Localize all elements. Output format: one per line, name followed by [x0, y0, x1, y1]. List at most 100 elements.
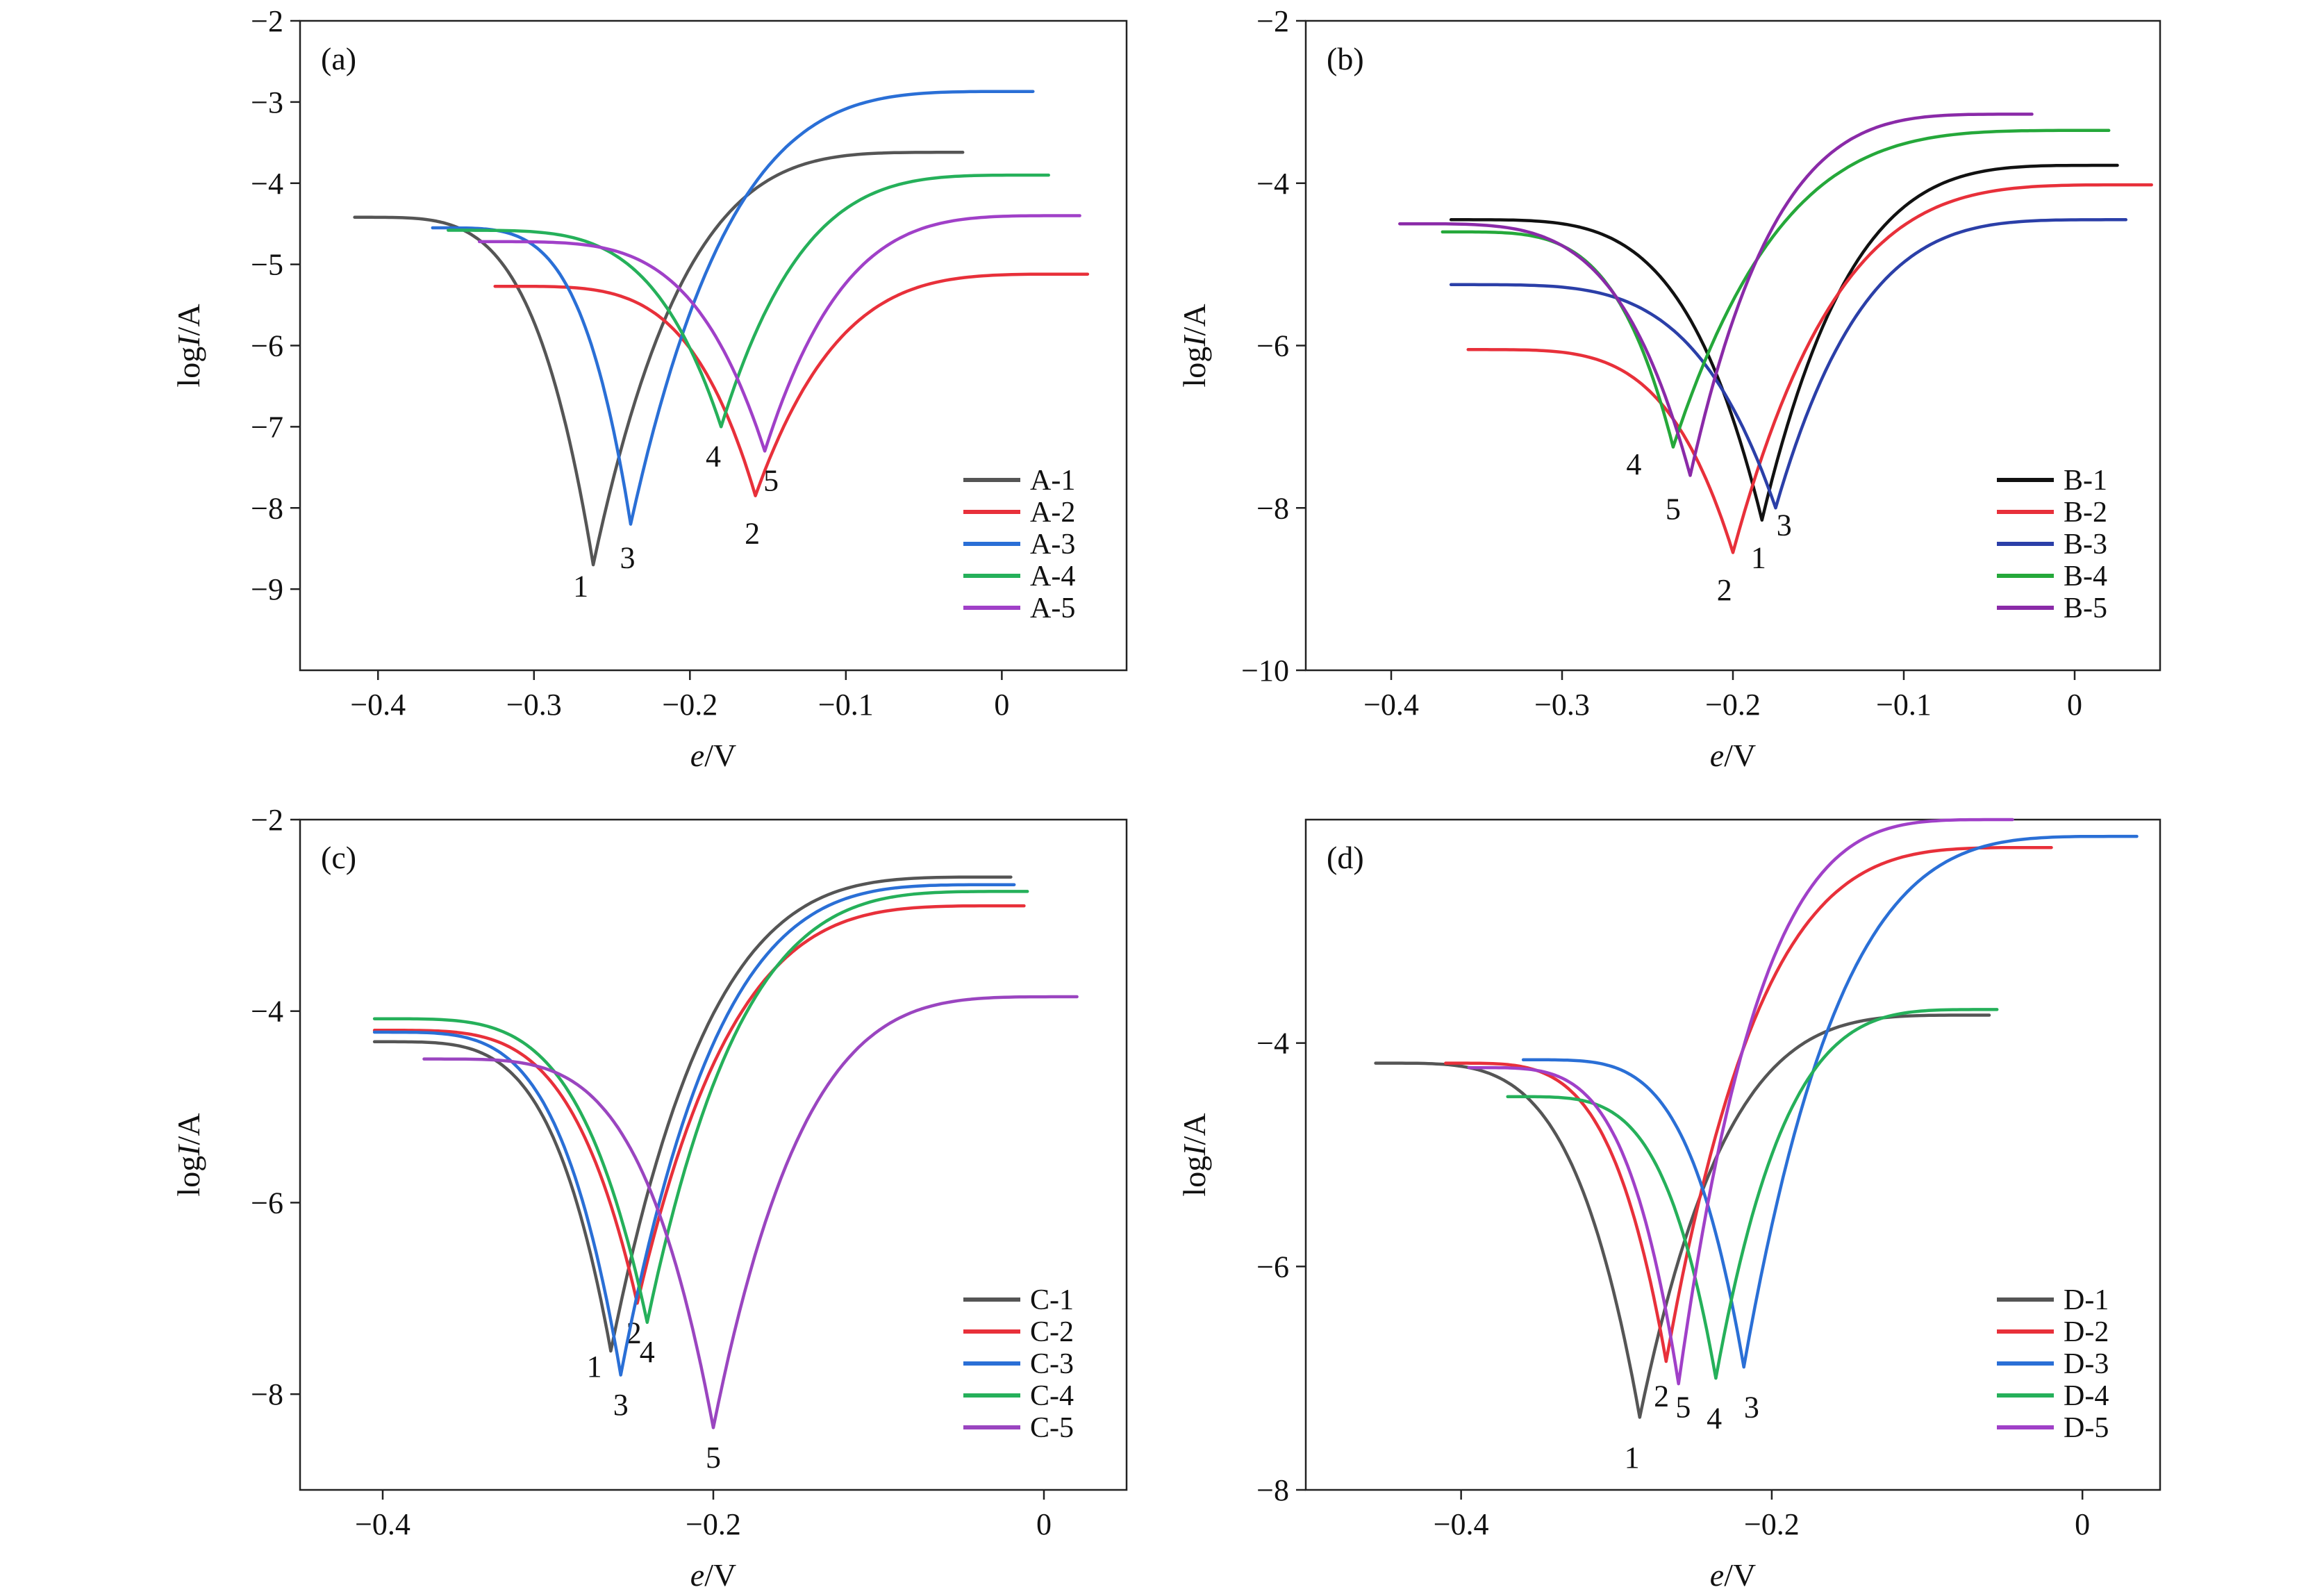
y-tick-label: −6 [1256, 329, 1289, 363]
curve-number-label: 4 [640, 1335, 655, 1369]
x-tick-label: −0.4 [350, 688, 406, 722]
y-axis-unit: /A [171, 1113, 206, 1145]
x-tick-label: −0.1 [1876, 688, 1932, 722]
series-line-B-1 [1449, 163, 2119, 522]
y-tick-label: −6 [251, 1186, 283, 1220]
curve-number-label: 2 [1654, 1379, 1669, 1413]
x-axis-unit: /V [704, 1557, 736, 1592]
plot-frame [299, 19, 1128, 672]
x-tick-label: 0 [994, 688, 1009, 722]
x-axis-unit: /V [1724, 1557, 1756, 1592]
y-axis-title: logI/A [1177, 1113, 1212, 1196]
series-line-C-2 [372, 904, 1026, 1305]
curve-number-label: 3 [1777, 508, 1792, 542]
chart-panel-c: −0.4 −0.2 0−8−6−4−2e/VlogI/A(c)12345C-1C-2… [171, 803, 1128, 1592]
series-line-C-1 [372, 875, 1013, 1353]
y-tick-label: −10 [1241, 654, 1289, 688]
panel-label: (a) [321, 41, 356, 76]
y-tick-label: −9 [251, 572, 283, 606]
y-axis-var: I [1177, 334, 1212, 347]
series-line-C-5 [422, 995, 1079, 1429]
y-axis-prefix: log [171, 1156, 206, 1197]
legend-entry: D-4 [2064, 1380, 2109, 1412]
series-line-D-2 [1444, 845, 2053, 1363]
panel-label: (c) [321, 840, 356, 875]
x-tick-label: −0.1 [818, 688, 874, 722]
curve-number-label: 3 [1744, 1390, 1759, 1424]
legend-entry: C-5 [1030, 1412, 1074, 1444]
x-tick-label: −0.4 [355, 1507, 410, 1541]
curve-number-label: 4 [1707, 1401, 1722, 1435]
legend-entry: D-2 [2064, 1316, 2109, 1348]
series-line-A-1 [353, 151, 965, 567]
y-axis-unit: /A [171, 304, 206, 335]
x-axis-var: e [1710, 1557, 1724, 1592]
x-tick-label: −0.3 [506, 688, 562, 722]
x-axis-title: e/V [690, 738, 736, 773]
legend-entry: B-2 [2064, 497, 2107, 529]
y-tick-label: −8 [1256, 491, 1289, 525]
x-axis-title: e/V [1710, 738, 1756, 773]
curve-number-label: 5 [763, 463, 779, 497]
legend-entry: A-1 [1030, 465, 1075, 497]
series-line-B-5 [1398, 113, 2034, 477]
legend-entry: C-1 [1030, 1284, 1074, 1316]
y-axis-var: I [1177, 1143, 1212, 1156]
x-tick-label: −0.3 [1534, 688, 1590, 722]
panel-label: (d) [1327, 840, 1364, 875]
x-tick-label: −0.4 [1434, 1507, 1489, 1541]
y-tick-label: −2 [251, 803, 283, 837]
series-line-A-4 [447, 173, 1050, 429]
x-axis-unit: /V [1724, 738, 1756, 773]
x-tick-label: −0.2 [686, 1507, 741, 1541]
y-tick-label: −8 [251, 491, 283, 525]
legend-entry: A-4 [1030, 561, 1075, 592]
legend: A-1A-2A-3A-4A-5 [963, 465, 1075, 624]
chart-panel-b: −0.4 −0.3 −0.2 −0.1 0 −10 −8 −6 −4 −2 e/V logI/A (b)… [1177, 4, 2161, 773]
legend: D-1D-2D-3D-4D-5 [1997, 1284, 2109, 1444]
legend-entry: A-2 [1030, 497, 1075, 529]
y-axis-title: logI/A [1177, 304, 1212, 387]
legend-entry: A-5 [1030, 592, 1075, 624]
y-axis-prefix: log [1177, 1156, 1212, 1197]
y-tick-label: −4 [1256, 1027, 1289, 1061]
y-tick-label: −6 [251, 329, 283, 363]
x-axis-unit: /V [704, 738, 736, 773]
legend-entry: B-1 [2064, 465, 2107, 497]
legend-entry: C-2 [1030, 1316, 1074, 1348]
y-tick-label: −4 [251, 167, 283, 201]
curve-number-label: 1 [587, 1350, 602, 1384]
series-line-D-5 [1467, 818, 2014, 1386]
series-line-B-4 [1441, 128, 2111, 449]
x-axis-var: e [690, 1557, 704, 1592]
curve-number-label: 2 [745, 516, 760, 550]
curve-number-label: 5 [1675, 1390, 1691, 1424]
curve-number-label: 4 [706, 439, 721, 473]
series-line-D-1 [1374, 1013, 1991, 1419]
x-axis-var: e [1710, 738, 1724, 773]
y-tick-label: −8 [251, 1377, 283, 1411]
y-axis-prefix: log [171, 347, 206, 388]
x-tick-label: 0 [2067, 688, 2082, 722]
plot-frame [1304, 19, 2161, 672]
curve-number-label: 5 [1666, 492, 1681, 526]
series-line-C-3 [372, 883, 1016, 1377]
panel-label: (b) [1327, 41, 1364, 76]
y-tick-label: −3 [251, 85, 283, 119]
plot-frame [299, 818, 1128, 1491]
x-tick-label: −0.2 [1744, 1507, 1800, 1541]
y-tick-label: −7 [251, 410, 283, 444]
x-tick-label: 0 [2075, 1507, 2090, 1541]
curve-number-label: 3 [613, 1388, 629, 1422]
curve-number-label: 1 [1625, 1441, 1640, 1475]
legend-entry: D-5 [2064, 1412, 2109, 1444]
series-line-C-4 [372, 890, 1029, 1325]
curve-number-label: 3 [620, 540, 636, 574]
series-line-A-2 [493, 272, 1090, 497]
y-tick-label: −4 [251, 995, 283, 1029]
y-tick-label: −6 [1256, 1250, 1289, 1284]
legend: B-1B-2B-3B-4B-5 [1997, 465, 2107, 624]
curve-number-label: 2 [1717, 573, 1732, 607]
y-axis-title: logI/A [171, 304, 206, 387]
